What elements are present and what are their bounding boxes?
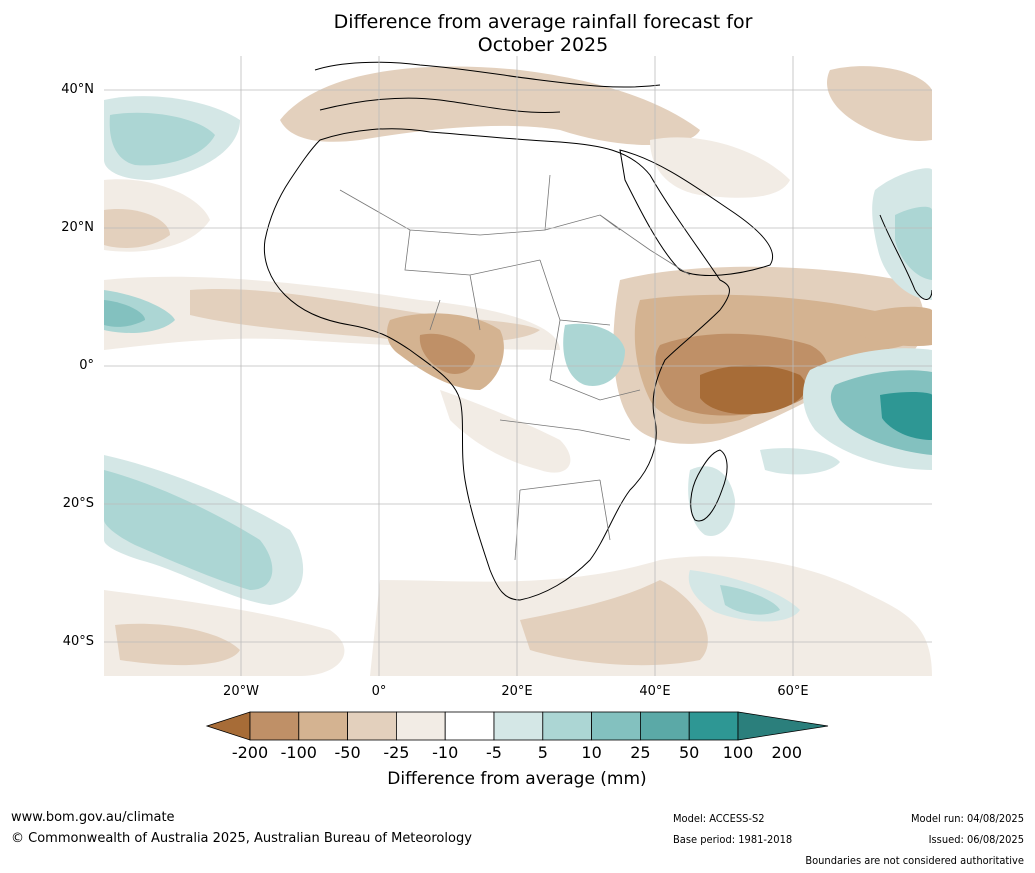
land-outline bbox=[263, 61, 932, 601]
footer-website: www.bom.gov.au/climate bbox=[11, 810, 175, 825]
dry-region-north-atlantic-inner bbox=[104, 209, 170, 248]
chart-title-line-1: Difference from average rainfall forecas… bbox=[333, 11, 753, 33]
dry-region-east-africa bbox=[440, 390, 571, 473]
footer-disclaimer: Boundaries are not considered authoritat… bbox=[805, 854, 1024, 867]
dry-region-middle-east bbox=[650, 137, 790, 198]
madagascar-coastline bbox=[690, 449, 728, 522]
lat-label-equator: 0° bbox=[79, 358, 94, 373]
legend-tick-label: 5 bbox=[537, 743, 548, 762]
footer-copyright: © Commonwealth of Australia 2025, Austra… bbox=[11, 831, 472, 846]
country-borders bbox=[339, 174, 691, 561]
legend-tick-label: -10 bbox=[432, 743, 459, 762]
wet-region-north-atlantic-inner bbox=[109, 112, 215, 166]
wet-region-south-atlantic-inner bbox=[104, 470, 273, 590]
legend-arrow-high bbox=[737, 711, 829, 741]
lon-label-20w: 20°W bbox=[223, 684, 259, 699]
legend-swatch bbox=[395, 711, 446, 741]
wet-region-indian-ocean-east-core bbox=[880, 391, 932, 440]
legend-swatch bbox=[688, 711, 739, 741]
legend-tick-label: -25 bbox=[383, 743, 410, 762]
wet-region-south-indian-inner bbox=[720, 585, 780, 615]
wet-region-arabian-sea-inner bbox=[895, 206, 932, 280]
africa-coastline bbox=[263, 128, 730, 601]
lon-label-20e: 20°E bbox=[501, 684, 533, 699]
anomaly-contours bbox=[104, 66, 932, 676]
footer-model: Model: ACCESS-S2 bbox=[673, 812, 765, 825]
lat-label-40s: 40°S bbox=[62, 634, 94, 649]
arabia-coastline bbox=[619, 149, 774, 276]
lat-label-20s: 20°S bbox=[62, 496, 94, 511]
legend-swatch bbox=[249, 711, 300, 741]
wet-region-madagascar-east bbox=[688, 466, 735, 536]
legend-swatch bbox=[298, 711, 348, 741]
legend-tick-label: 50 bbox=[679, 743, 700, 762]
legend-arrow-low bbox=[205, 711, 251, 741]
india-coastline bbox=[879, 214, 932, 300]
dry-region-southern-ocean-inner bbox=[520, 580, 708, 666]
legend-swatch bbox=[493, 711, 544, 741]
wet-region-lake-victoria bbox=[563, 323, 625, 386]
dry-region-congo-core bbox=[419, 333, 475, 375]
dry-region-indian-ocean-core bbox=[700, 365, 806, 415]
legend-tick-label: 100 bbox=[722, 743, 754, 762]
footer-base-period: Base period: 1981-2018 bbox=[673, 833, 793, 846]
lat-label-20n: 20°N bbox=[61, 220, 94, 235]
lon-label-40e: 40°E bbox=[639, 684, 671, 699]
legend-tick-label: 25 bbox=[630, 743, 651, 762]
wet-region-mozambique bbox=[760, 448, 840, 475]
chart-title-line-2: October 2025 bbox=[477, 34, 609, 56]
footer-issued: Issued: 06/08/2025 bbox=[928, 833, 1024, 846]
legend-tick-label: -200 bbox=[231, 743, 269, 762]
legend-tick-label: 10 bbox=[581, 743, 602, 762]
europe-coastline bbox=[314, 61, 661, 113]
wet-region-west-africa-coast-inner bbox=[104, 300, 145, 327]
dry-region-arabian-sea bbox=[860, 306, 932, 347]
lon-label-60e: 60°E bbox=[777, 684, 809, 699]
footer-model-run: Model run: 04/08/2025 bbox=[911, 812, 1024, 825]
legend-swatch bbox=[444, 711, 495, 741]
legend-tick-label: -100 bbox=[280, 743, 317, 762]
legend-tick-label: -5 bbox=[486, 743, 502, 762]
legend-swatch bbox=[542, 711, 592, 741]
legend-swatch bbox=[640, 711, 690, 741]
legend-swatch bbox=[591, 711, 641, 741]
dry-region-south-atlantic-inner bbox=[115, 623, 240, 666]
lon-label-0: 0° bbox=[371, 684, 387, 699]
lat-label-40n: 40°N bbox=[61, 82, 94, 97]
legend-swatch bbox=[347, 711, 397, 741]
legend-tick-label: -50 bbox=[334, 743, 361, 762]
gridlines bbox=[104, 56, 932, 676]
legend-title: Difference from average (mm) bbox=[387, 769, 647, 789]
legend-tick-label: 200 bbox=[771, 743, 803, 762]
dry-region-iran bbox=[827, 66, 932, 141]
